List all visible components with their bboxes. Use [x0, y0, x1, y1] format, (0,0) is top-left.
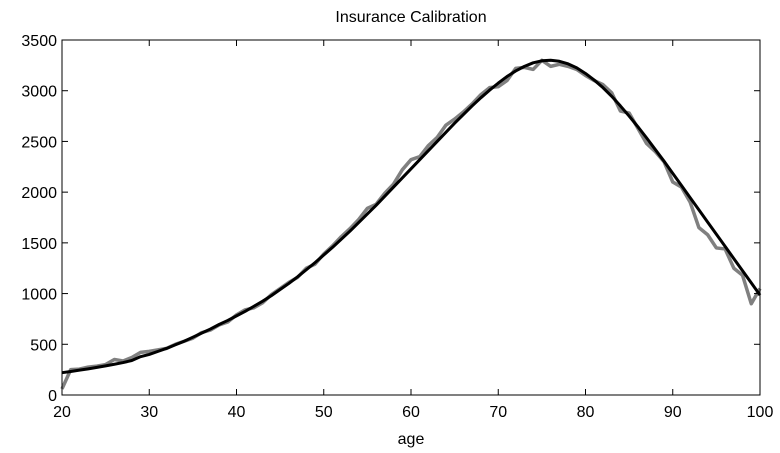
data-line: [61, 58, 762, 375]
y-tick-label: 3500: [21, 33, 57, 50]
x-tick-label: 20: [53, 404, 71, 421]
x-tick-label: 100: [747, 404, 774, 421]
x-tick-label: 80: [577, 404, 595, 421]
y-tick-label: 0: [48, 388, 57, 405]
x-axis-label: age: [398, 431, 425, 448]
y-tick-label: 500: [30, 337, 57, 354]
y-tick-label: 2000: [21, 185, 57, 202]
x-tick-label: 60: [402, 404, 420, 421]
x-tick-label: 50: [315, 404, 333, 421]
y-tick-label: 3000: [21, 84, 57, 101]
y-tick-label: 1500: [21, 236, 57, 253]
y-tick-label: 2500: [21, 134, 57, 151]
x-tick-label: 40: [228, 404, 246, 421]
x-tick-label: 90: [664, 404, 682, 421]
x-tick-label: 30: [140, 404, 158, 421]
x-tick-label: 70: [489, 404, 507, 421]
y-tick-label: 1000: [21, 287, 57, 304]
plot-area: [62, 40, 760, 395]
chart-title: Insurance Calibration: [335, 9, 486, 26]
